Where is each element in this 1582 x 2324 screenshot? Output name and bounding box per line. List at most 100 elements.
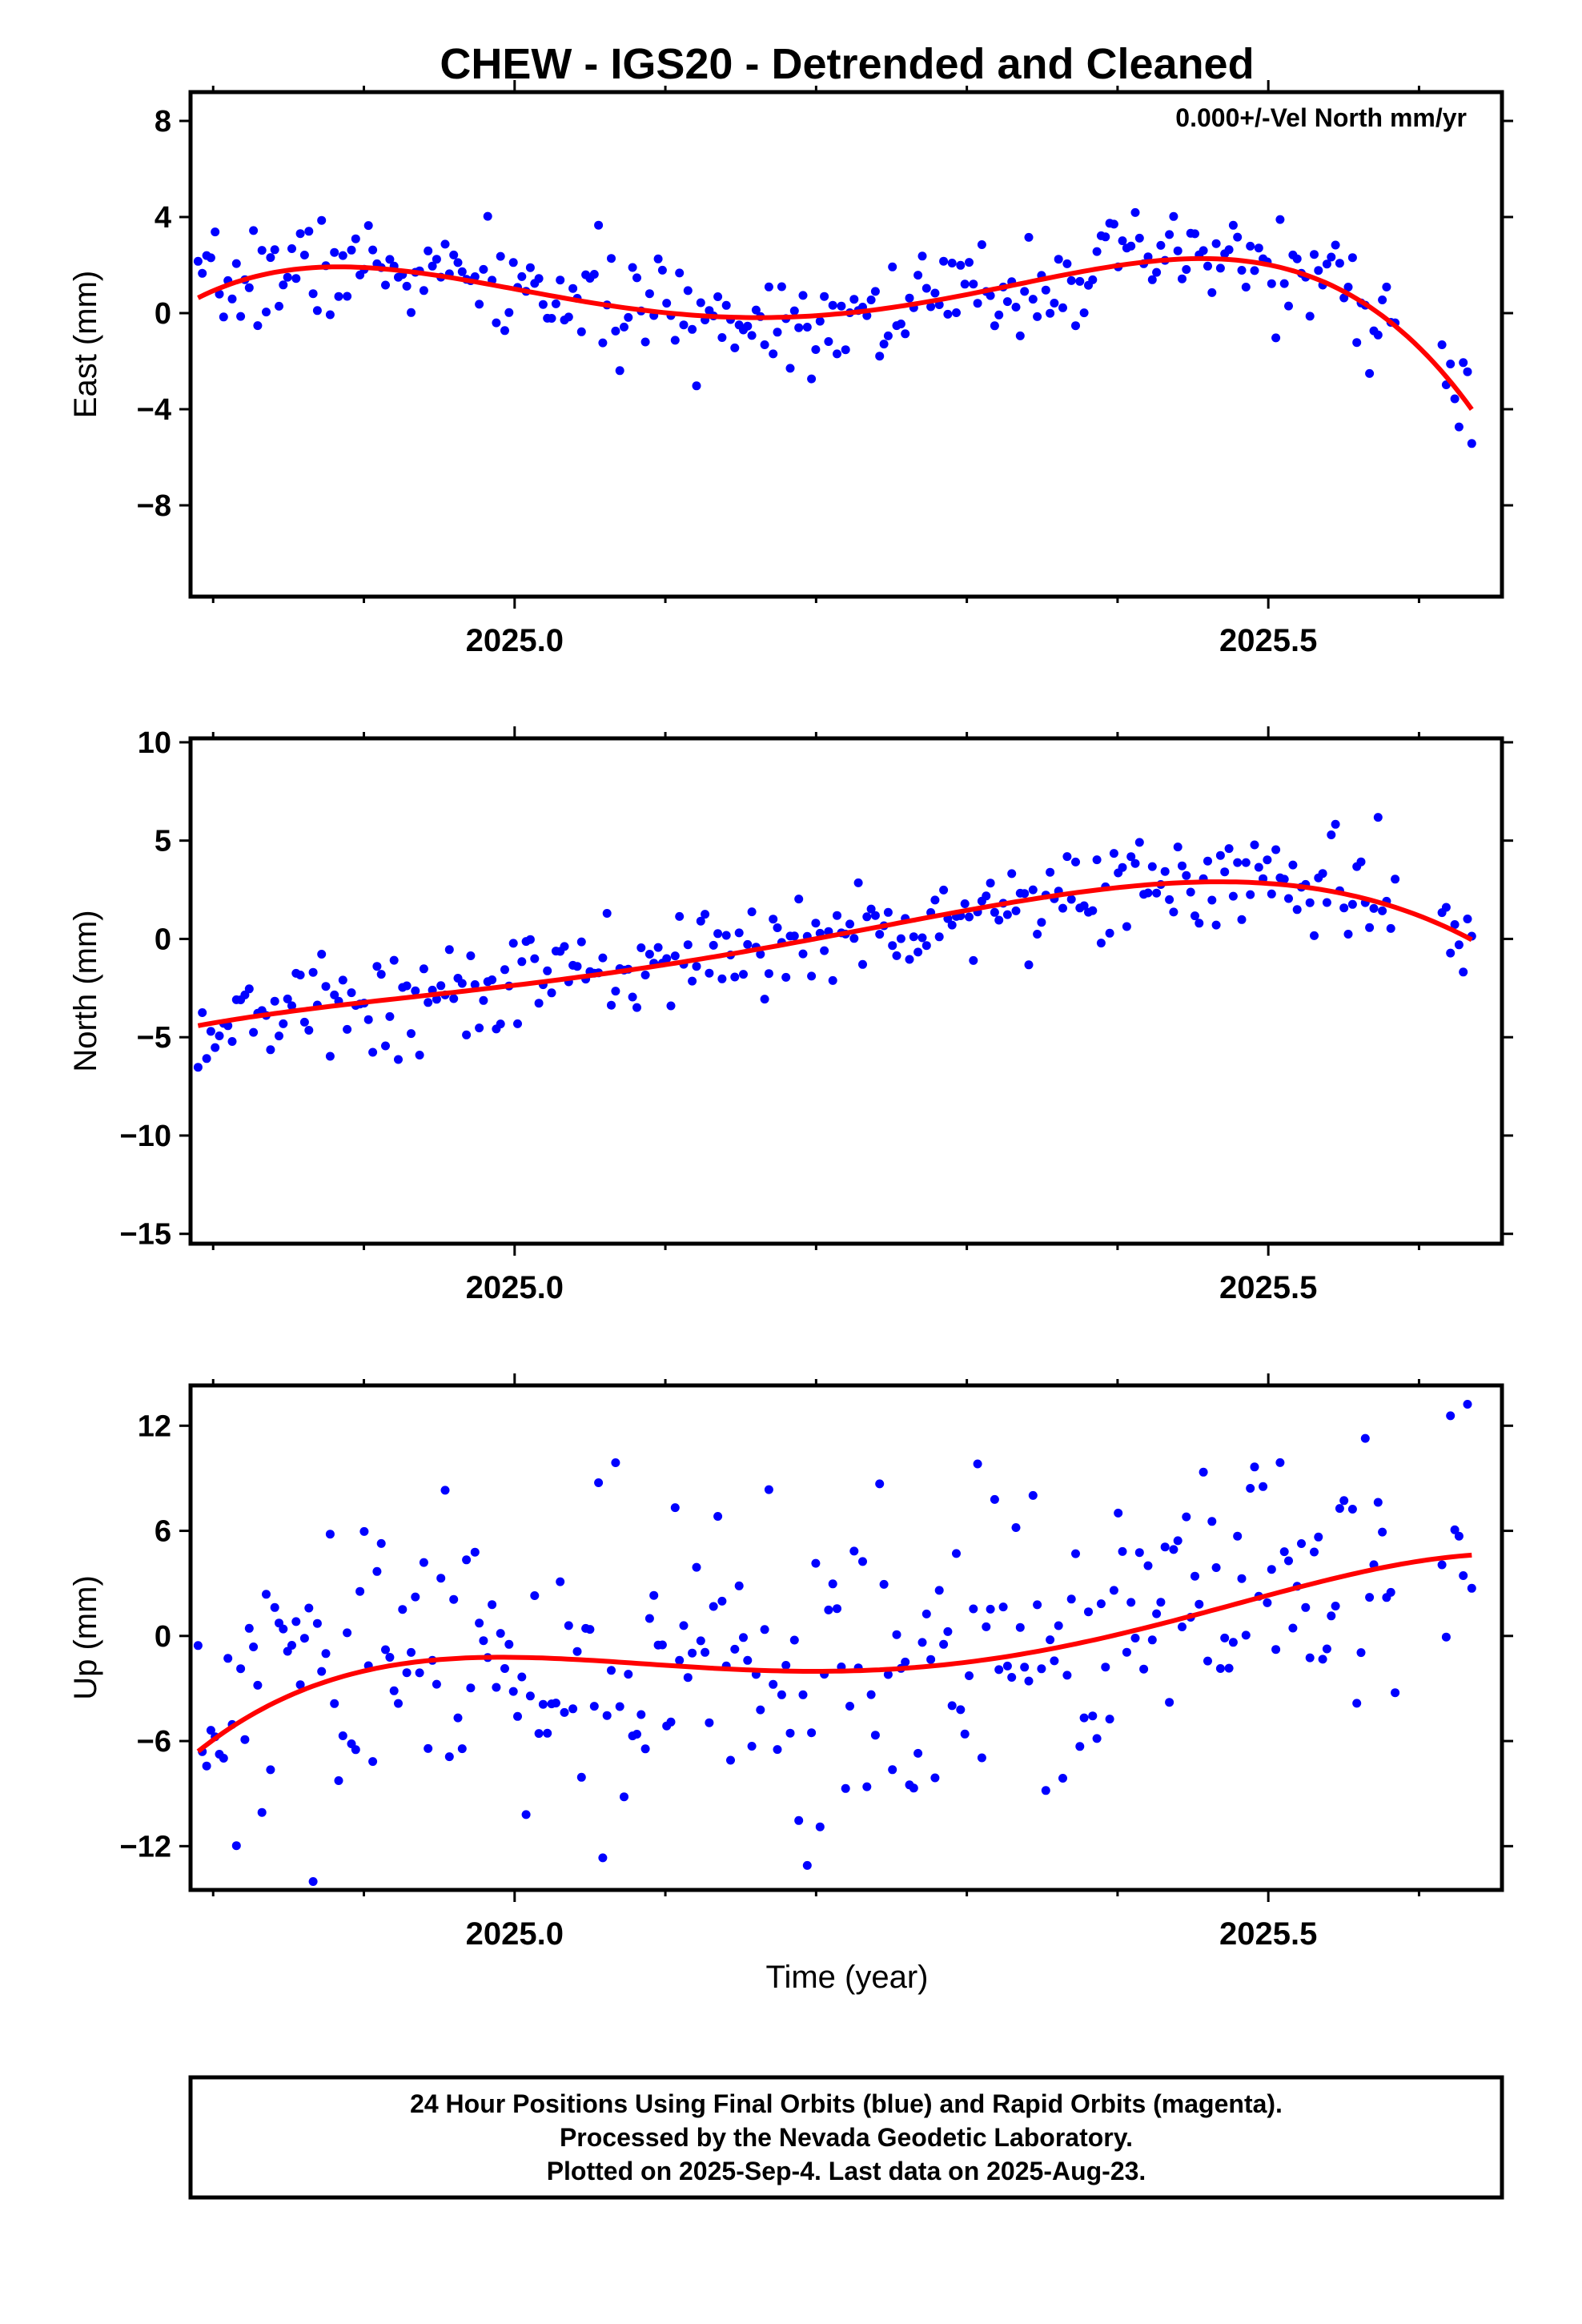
up-point bbox=[901, 1657, 910, 1667]
east-point bbox=[551, 299, 560, 308]
east-point bbox=[1437, 340, 1447, 349]
east-point bbox=[1382, 282, 1391, 292]
east-point bbox=[943, 309, 953, 319]
east-point bbox=[973, 299, 982, 308]
up-point bbox=[615, 1702, 624, 1711]
up-point bbox=[424, 1743, 433, 1753]
east-point bbox=[743, 321, 753, 331]
east-point bbox=[730, 343, 740, 352]
up-point bbox=[611, 1458, 620, 1467]
up-point bbox=[1066, 1594, 1076, 1604]
north-point bbox=[1365, 923, 1375, 932]
north-point bbox=[283, 994, 292, 1003]
north-point bbox=[1079, 901, 1089, 911]
north-point bbox=[1020, 889, 1030, 899]
up-xtick-label: 2025.5 bbox=[1219, 1916, 1317, 1952]
east-point bbox=[1335, 259, 1344, 268]
up-point bbox=[1169, 1545, 1178, 1554]
east-point bbox=[1203, 261, 1212, 271]
east-point bbox=[343, 292, 352, 301]
up-point bbox=[368, 1757, 378, 1767]
north-point bbox=[1305, 898, 1315, 907]
up-point bbox=[841, 1783, 850, 1793]
up-point bbox=[415, 1668, 424, 1678]
up-point bbox=[504, 1639, 514, 1649]
east-point bbox=[556, 275, 565, 285]
north-point bbox=[576, 937, 586, 947]
east-point bbox=[777, 282, 786, 292]
up-point bbox=[1233, 1531, 1243, 1541]
east-point bbox=[1271, 333, 1281, 343]
up-point bbox=[701, 1647, 710, 1657]
up-point bbox=[1228, 1638, 1238, 1647]
up-point bbox=[312, 1618, 322, 1628]
north-point bbox=[343, 1024, 352, 1034]
up-point bbox=[223, 1654, 233, 1663]
east-point bbox=[283, 272, 292, 282]
east-point bbox=[688, 324, 697, 334]
east-point bbox=[1071, 321, 1080, 331]
east-point bbox=[632, 273, 641, 283]
up-point bbox=[1130, 1634, 1140, 1642]
up-point bbox=[1288, 1623, 1298, 1633]
east-point bbox=[432, 255, 441, 264]
up-frame bbox=[188, 1383, 1504, 1892]
up-point bbox=[994, 1665, 1004, 1675]
north-point bbox=[870, 911, 880, 920]
east-point bbox=[960, 279, 970, 289]
east-point bbox=[837, 301, 846, 311]
up-point bbox=[206, 1726, 215, 1735]
up-point bbox=[398, 1605, 408, 1614]
north-point bbox=[270, 996, 279, 1006]
north-point bbox=[1369, 903, 1379, 913]
north-point bbox=[1024, 960, 1034, 970]
up-point bbox=[913, 1748, 923, 1758]
north-point bbox=[1002, 910, 1012, 919]
up-point bbox=[789, 1635, 799, 1645]
up-point bbox=[436, 1574, 446, 1583]
up-point bbox=[1173, 1536, 1182, 1546]
north-point bbox=[1284, 894, 1293, 903]
north-point bbox=[883, 907, 893, 917]
north-point bbox=[611, 987, 620, 996]
up-point bbox=[1015, 1622, 1025, 1632]
north-point bbox=[295, 971, 305, 979]
up-point bbox=[444, 1752, 454, 1762]
east-point bbox=[952, 308, 961, 317]
north-point bbox=[781, 972, 791, 982]
up-point bbox=[952, 1549, 961, 1558]
north-point bbox=[607, 1000, 616, 1010]
up-point bbox=[679, 1621, 689, 1630]
east-point bbox=[351, 234, 360, 243]
east-xtick-label: 2025.5 bbox=[1219, 623, 1317, 658]
up-point bbox=[240, 1735, 250, 1744]
east-point bbox=[483, 211, 492, 221]
east-point bbox=[820, 292, 829, 301]
north-point bbox=[1037, 918, 1046, 927]
up-point bbox=[649, 1590, 659, 1600]
east-point bbox=[1199, 246, 1208, 255]
up-point bbox=[262, 1590, 271, 1599]
north-points bbox=[193, 813, 1476, 1072]
up-point bbox=[1259, 1482, 1268, 1491]
up-point bbox=[845, 1702, 854, 1711]
east-point bbox=[1211, 239, 1221, 248]
up-point bbox=[1165, 1698, 1174, 1707]
north-fit-curve bbox=[197, 879, 1473, 1028]
north-point bbox=[308, 967, 318, 977]
up-point bbox=[249, 1642, 259, 1651]
north-point bbox=[1454, 940, 1464, 950]
up-point bbox=[1195, 1599, 1204, 1609]
east-point bbox=[807, 374, 817, 384]
east-point bbox=[299, 251, 309, 259]
north-point bbox=[338, 975, 347, 985]
up-point bbox=[909, 1783, 918, 1793]
east-point bbox=[363, 221, 373, 231]
north-point bbox=[743, 939, 753, 949]
north-point bbox=[449, 994, 459, 1003]
up-point bbox=[734, 1581, 744, 1590]
north-point bbox=[760, 995, 769, 1004]
up-point bbox=[556, 1577, 565, 1586]
up-point bbox=[287, 1641, 296, 1650]
up-point bbox=[1446, 1411, 1456, 1421]
